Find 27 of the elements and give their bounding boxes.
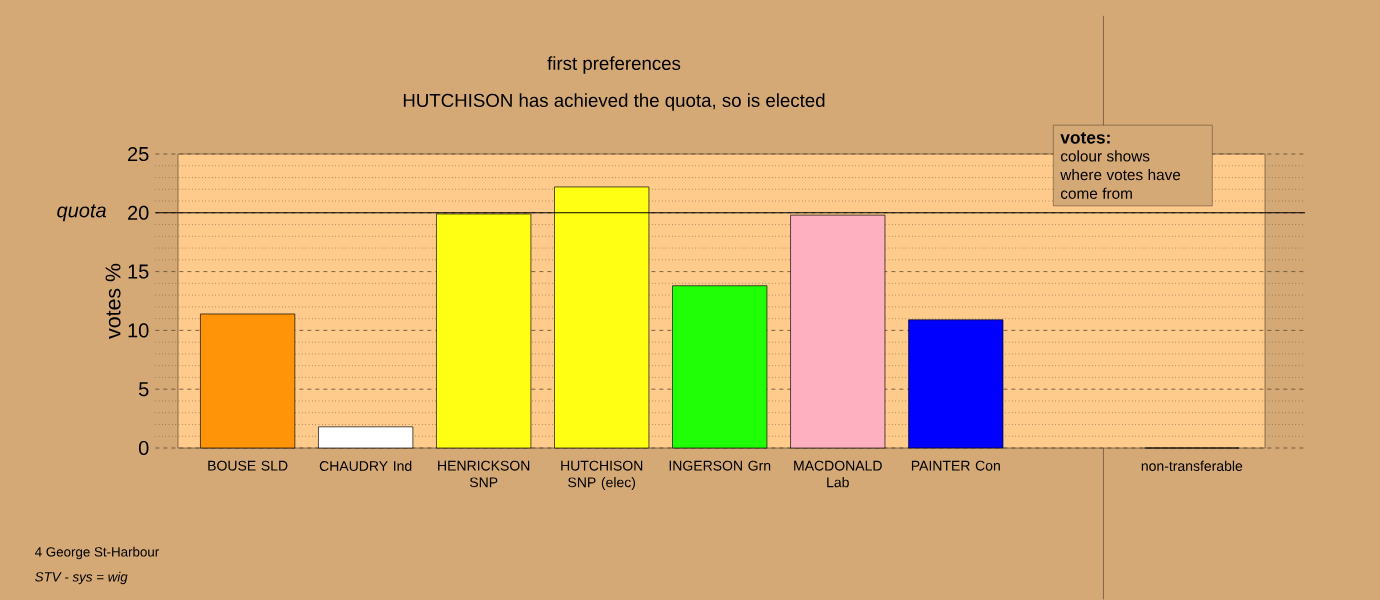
text: STV - sys = wig: [35, 571, 128, 585]
bar: [200, 313, 296, 449]
x-tick-label: HUTCHISON SNP (elec): [561, 460, 643, 491]
y-tick-label: 25: [128, 146, 149, 162]
text: 4 George St-Harbour: [35, 546, 159, 560]
y-tick-label: 20: [128, 205, 149, 220]
x-tick-label: PAINTER Con: [911, 460, 1000, 471]
bar: [672, 285, 768, 449]
bar: [318, 426, 414, 449]
text: votes:: [1060, 132, 1110, 144]
ref-line-label: quota: [57, 204, 106, 222]
x-tick-label: INGERSON Grn: [669, 460, 771, 471]
chart-subtitle: HUTCHISON has achieved the quota, so is elected: [403, 93, 825, 111]
y-tick-label: 0: [138, 440, 149, 456]
bar: [790, 214, 886, 449]
bar: [908, 319, 1004, 449]
y-tick-label: 5: [138, 382, 149, 397]
x-tick-label: CHAUDRY Ind: [319, 460, 412, 471]
x-tick-label: HENRICKSON SNP: [438, 460, 530, 488]
x-tick-label: BOUSE SLD: [208, 460, 288, 471]
y-tick-label: 10: [128, 323, 149, 338]
x-tick-label: non-transferable: [1141, 460, 1243, 471]
x-tick-label: MACDONALD Lab: [794, 460, 882, 488]
annotation: colour shows where votes have come from: [1060, 150, 1181, 199]
y-axis-title: votes %: [105, 263, 121, 339]
chart-title: first preferences: [547, 56, 681, 74]
y-tick-label: 15: [128, 264, 149, 279]
